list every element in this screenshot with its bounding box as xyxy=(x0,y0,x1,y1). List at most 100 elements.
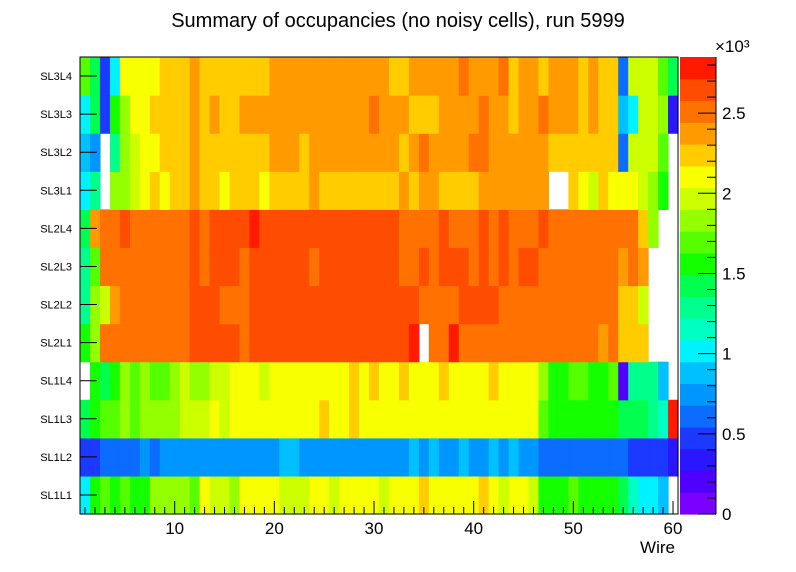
y-tick-label: SL1L3 xyxy=(40,414,72,426)
heatmap-cell xyxy=(508,475,520,515)
heatmap-cell xyxy=(279,475,290,515)
heatmap-cell xyxy=(488,171,500,210)
heatmap-cell xyxy=(109,57,121,96)
heatmap-cell xyxy=(289,57,300,96)
heatmap-cell xyxy=(448,171,460,210)
heatmap-cell xyxy=(538,133,550,172)
colorbar-band xyxy=(680,383,716,406)
colorbar-band xyxy=(680,144,716,167)
heatmap-cell xyxy=(538,323,550,363)
heatmap-cell xyxy=(209,475,221,515)
heatmap-cell xyxy=(528,133,540,172)
heatmap-cell xyxy=(279,95,290,134)
heatmap-cell xyxy=(548,475,559,515)
heatmap-cell xyxy=(618,133,629,172)
heatmap-cell xyxy=(428,285,440,325)
heatmap-cell xyxy=(428,399,440,439)
heatmap-cell xyxy=(269,475,280,515)
heatmap-cell xyxy=(628,57,639,96)
heatmap-cell xyxy=(369,323,380,363)
heatmap-cell xyxy=(259,171,270,210)
heatmap-cell xyxy=(99,399,111,439)
heatmap-cell xyxy=(488,475,500,515)
heatmap-cell xyxy=(558,361,569,401)
heatmap-cell xyxy=(359,475,370,515)
heatmap-cell xyxy=(638,57,649,96)
heatmap-cell xyxy=(538,285,550,325)
heatmap-cell xyxy=(99,247,111,287)
heatmap-cell xyxy=(588,247,599,287)
heatmap-cell xyxy=(598,209,609,249)
heatmap-cell xyxy=(548,57,559,96)
heatmap-cell xyxy=(598,437,609,477)
heatmap-cell xyxy=(219,285,231,325)
colorbar-tick-label: 2.5 xyxy=(722,104,746,123)
heatmap-cell xyxy=(478,247,490,287)
heatmap-cell xyxy=(438,323,450,363)
heatmap-cell xyxy=(588,399,599,439)
y-tick-label: SL3L2 xyxy=(40,147,72,159)
heatmap-cell xyxy=(339,323,350,363)
heatmap-cell xyxy=(638,171,649,210)
heatmap-cell xyxy=(468,475,480,515)
heatmap-cell xyxy=(448,475,460,515)
heatmap-cell xyxy=(369,361,380,401)
colorbar-band xyxy=(680,231,716,254)
heatmap-cell xyxy=(538,171,550,210)
heatmap-cell xyxy=(388,399,400,439)
heatmap-cell xyxy=(359,57,370,96)
heatmap-cell xyxy=(628,437,639,477)
heatmap-cell xyxy=(498,57,510,96)
heatmap-cell xyxy=(309,475,320,515)
heatmap-cell xyxy=(598,57,609,96)
heatmap-cell xyxy=(129,171,141,210)
heatmap-cell xyxy=(408,323,420,363)
x-tick-label: 40 xyxy=(464,519,483,538)
colorbar-band xyxy=(680,78,716,102)
colorbar-band xyxy=(680,318,716,341)
heatmap-cell xyxy=(129,399,141,439)
heatmap-cell xyxy=(518,323,530,363)
heatmap-cell xyxy=(189,323,201,363)
heatmap-cell xyxy=(518,171,530,210)
heatmap-cell xyxy=(369,209,380,249)
heatmap-cell xyxy=(249,399,260,439)
heatmap-cell xyxy=(558,437,569,477)
heatmap-cell xyxy=(329,361,340,401)
heatmap-cell xyxy=(668,399,679,439)
heatmap-cell xyxy=(648,437,659,477)
heatmap-cell xyxy=(149,399,161,439)
heatmap-cell xyxy=(468,399,480,439)
chart-title: Summary of occupancies (no noisy cells),… xyxy=(171,10,625,32)
heatmap-cell xyxy=(398,209,410,249)
y-tick-label: SL2L3 xyxy=(40,261,72,273)
heatmap-cell xyxy=(508,437,520,477)
heatmap-cell xyxy=(229,209,241,249)
heatmap-cell xyxy=(398,437,410,477)
heatmap-cell xyxy=(408,437,420,477)
heatmap-cell xyxy=(388,361,400,401)
heatmap-cell xyxy=(448,361,460,401)
heatmap-cell xyxy=(199,247,211,287)
heatmap-cell xyxy=(628,133,639,172)
heatmap-cell xyxy=(179,57,191,96)
heatmap-cell xyxy=(608,133,619,172)
heatmap-cell xyxy=(289,399,300,439)
heatmap-cell xyxy=(289,95,300,134)
heatmap-cell xyxy=(528,399,540,439)
heatmap-cell xyxy=(239,209,251,249)
heatmap-cell xyxy=(468,361,480,401)
heatmap-cell xyxy=(628,95,639,134)
heatmap-cells xyxy=(80,57,679,515)
heatmap-cell xyxy=(329,133,340,172)
heatmap-cell xyxy=(518,285,530,325)
heatmap-cell xyxy=(359,133,370,172)
heatmap-cell xyxy=(498,285,510,325)
heatmap-cell xyxy=(428,247,440,287)
heatmap-cell xyxy=(588,133,599,172)
heatmap-cell xyxy=(608,95,619,134)
heatmap-cell xyxy=(488,57,500,96)
heatmap-cell xyxy=(259,285,270,325)
heatmap-cell xyxy=(638,209,649,249)
heatmap-cell xyxy=(438,285,450,325)
